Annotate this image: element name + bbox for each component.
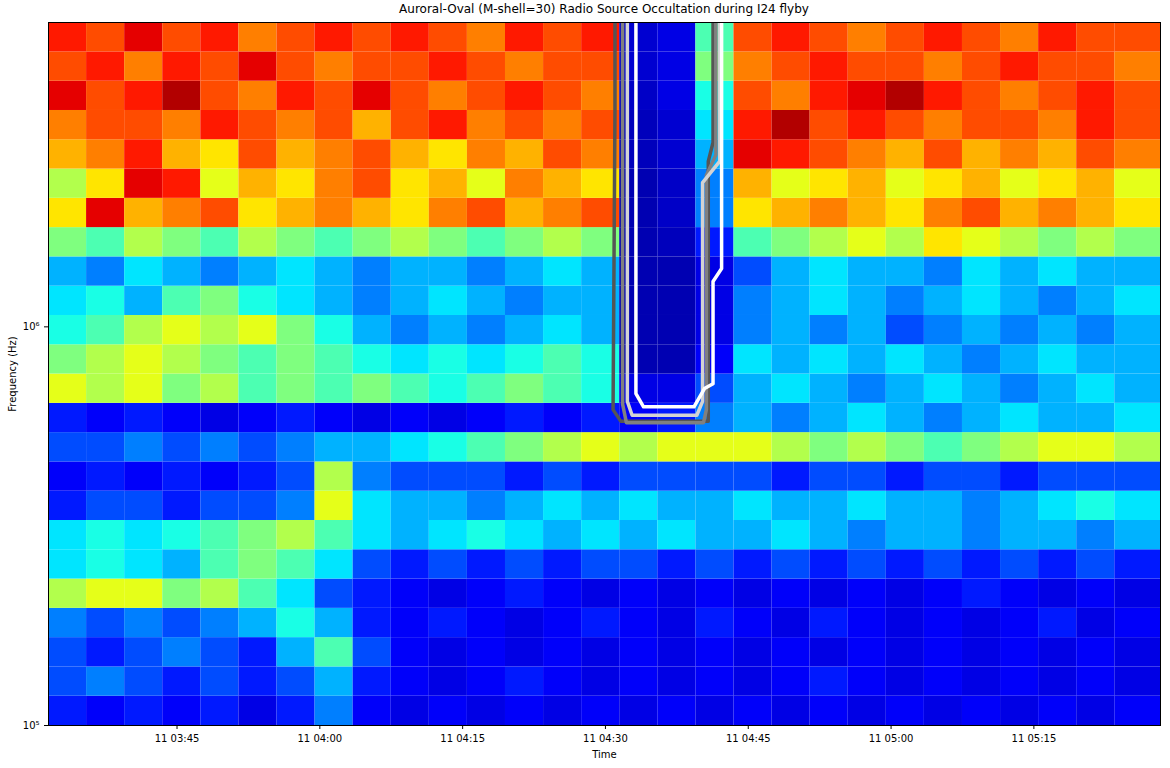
svg-text:11 03:45: 11 03:45 xyxy=(155,733,200,744)
svg-text:11 04:45: 11 04:45 xyxy=(726,733,771,744)
svg-text:11 05:00: 11 05:00 xyxy=(869,733,914,744)
svg-text:Frequency (Hz): Frequency (Hz) xyxy=(7,336,18,412)
svg-text:Time: Time xyxy=(591,749,616,760)
html-text:Auroral-Oval (M-shell=30) Radi: Auroral-Oval (M-shell=30) Radio Source O… xyxy=(399,2,809,16)
svg-text:11 04:30: 11 04:30 xyxy=(583,733,628,744)
svg-text:11 04:15: 11 04:15 xyxy=(440,733,485,744)
svg-text:10⁶: 10⁶ xyxy=(23,321,40,332)
svg-text:11 04:00: 11 04:00 xyxy=(297,733,342,744)
svg-text:11 05:15: 11 05:15 xyxy=(1012,733,1057,744)
svg-text:10⁵: 10⁵ xyxy=(23,720,40,731)
